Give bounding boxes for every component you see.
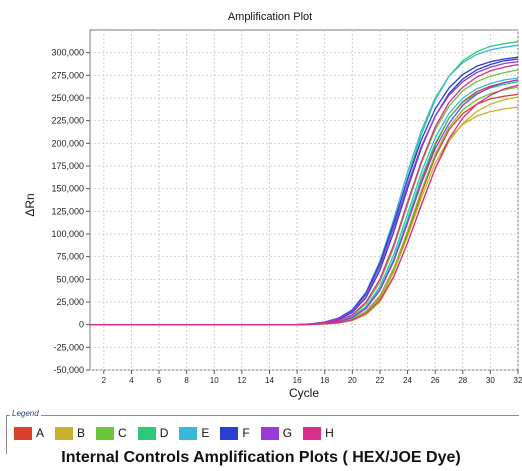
x-tick-label: 26 [431, 376, 440, 385]
legend: A B C D E F G H [14, 426, 345, 440]
legend-item: B [55, 426, 85, 440]
y-axis-label: ΔRn [23, 193, 37, 216]
x-tick-label: 16 [293, 376, 302, 385]
x-tick-label: 4 [129, 376, 134, 385]
x-axis-label: Cycle [289, 386, 319, 400]
y-tick-label: 275,000 [51, 70, 84, 80]
legend-label: B [77, 426, 86, 440]
x-tick-label: 30 [486, 376, 495, 385]
legend-swatch [179, 426, 198, 440]
y-tick-label: 150,000 [51, 184, 84, 194]
legend-label: A [36, 426, 45, 440]
y-tick-label: 225,000 [51, 116, 84, 126]
legend-item: A [14, 426, 44, 440]
x-tick-label: 8 [184, 376, 189, 385]
legend-label: E [201, 426, 210, 440]
legend-label: G [282, 426, 293, 440]
x-tick-label: 12 [237, 376, 246, 385]
x-tick-label: 14 [265, 376, 274, 385]
legend-item: G [260, 426, 293, 440]
x-tick-label: 28 [458, 376, 467, 385]
y-tick-label: 300,000 [51, 48, 84, 58]
legend-item: D [137, 426, 169, 440]
legend-item: F [220, 426, 250, 440]
plot-area [89, 29, 519, 371]
legend-label: C [118, 426, 127, 440]
series-group [90, 41, 519, 326]
legend-item: C [96, 426, 127, 440]
y-tick-label: 175,000 [51, 161, 84, 171]
legend-swatch [260, 426, 279, 440]
y-tick-label: 50,000 [56, 274, 84, 284]
x-tick-label: 2 [102, 376, 107, 385]
legend-frame [6, 415, 519, 454]
legend-label: D [159, 426, 169, 440]
legend-swatch [55, 426, 74, 440]
amplification-plot: Amplification Plot -50,000 -25,000 0 25,000… [23, 11, 522, 400]
series-line-16 [90, 63, 519, 326]
x-tick-label: 18 [320, 376, 329, 385]
x-tick-label: 10 [210, 376, 219, 385]
x-tick-label: 22 [375, 376, 384, 385]
legend-swatch [96, 426, 115, 440]
legend-item: E [179, 426, 209, 440]
y-tick-label: 100,000 [51, 229, 84, 239]
legend-swatch [303, 426, 322, 440]
axes: -50,000 -25,000 0 25,000 50,000 75,000 100,000… [51, 48, 522, 385]
legend-title: Legend [10, 409, 41, 418]
x-tick-label: 20 [348, 376, 357, 385]
legend-swatch [220, 426, 239, 440]
y-tick-label: 25,000 [56, 297, 84, 307]
legend-label: F [242, 426, 250, 440]
legend-swatch [14, 426, 32, 440]
y-tick-label: 0 [79, 320, 84, 330]
y-tick-label: -50,000 [53, 365, 84, 375]
grid [89, 29, 519, 371]
x-tick-label: 24 [403, 376, 412, 385]
x-tick-label: 6 [157, 376, 162, 385]
y-tick-label: 250,000 [51, 93, 84, 103]
x-tick-label: 32 [514, 376, 522, 385]
y-tick-label: 75,000 [56, 252, 84, 262]
y-tick-label: 200,000 [51, 138, 84, 148]
y-tick-label: -25,000 [53, 342, 84, 352]
chart-title: Amplification Plot [228, 11, 312, 23]
legend-swatch [137, 426, 156, 440]
legend-item: H [303, 426, 334, 440]
y-tick-label: 125,000 [51, 206, 84, 216]
legend-label: H [325, 426, 334, 440]
footer-title: Internal Controls Amplification Plots ( … [61, 449, 461, 466]
